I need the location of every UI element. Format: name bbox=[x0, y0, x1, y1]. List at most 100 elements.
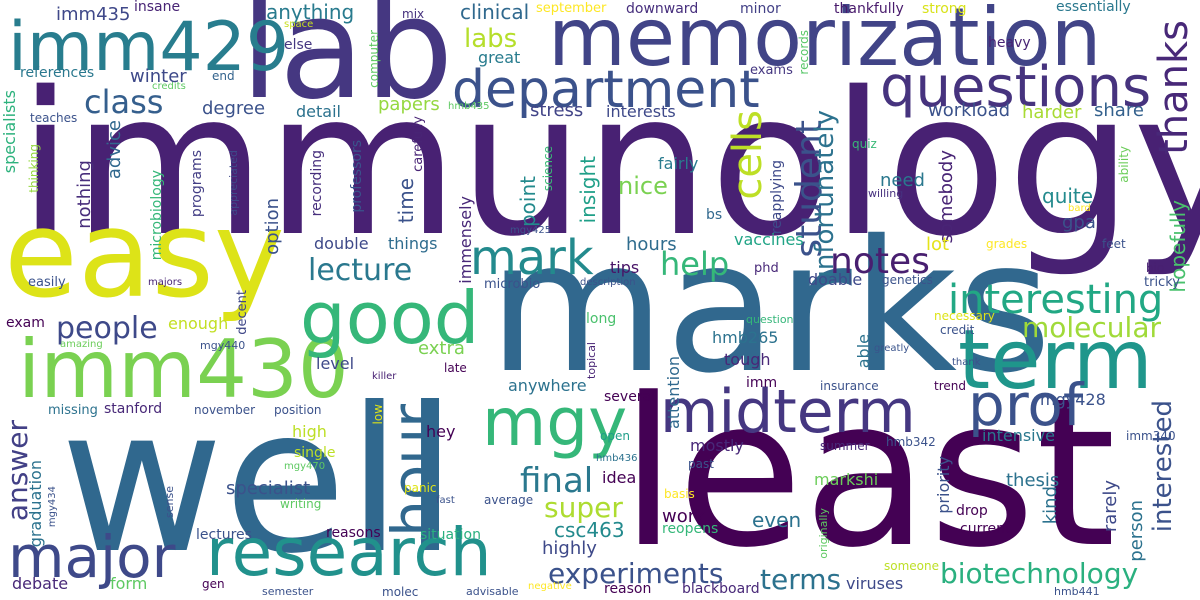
word-sense: sense bbox=[163, 486, 176, 518]
word-degree: degree bbox=[202, 98, 266, 119]
word-harder: harder bbox=[1022, 102, 1082, 123]
word-recording: recording bbox=[309, 150, 325, 217]
word-intensive: intensive bbox=[982, 426, 1055, 445]
word-tricky: tricky bbox=[1144, 275, 1180, 290]
word-blackboard: blackboard bbox=[682, 581, 760, 597]
word-help: help bbox=[660, 245, 730, 283]
word-tough: tough bbox=[724, 350, 771, 369]
word-bio: bio bbox=[1146, 261, 1165, 275]
word-reason: reason bbox=[604, 581, 652, 597]
word-lab: lab bbox=[240, 0, 454, 131]
word-graduation: graduation bbox=[26, 460, 45, 548]
word-nice: nice bbox=[618, 172, 668, 200]
word-gen: gen bbox=[202, 577, 225, 591]
word-share: share bbox=[1094, 100, 1144, 121]
word-writing: writing bbox=[280, 497, 322, 511]
word-able: able bbox=[854, 334, 873, 369]
word-mark: mark bbox=[470, 230, 594, 286]
word-midterm: midterm bbox=[660, 377, 916, 447]
word-credits: credits bbox=[152, 81, 186, 92]
word-feet: feet bbox=[1102, 237, 1126, 251]
word-appreciated: appreciated bbox=[227, 150, 240, 216]
word-experiments: experiments bbox=[548, 557, 724, 590]
word-level: level bbox=[316, 354, 355, 373]
word-space: space bbox=[284, 19, 314, 30]
word-highly: highly bbox=[542, 538, 597, 559]
word-double: double bbox=[314, 234, 369, 253]
word-open: open bbox=[600, 429, 630, 443]
word-cells: cells bbox=[725, 110, 771, 200]
word-average: average bbox=[484, 493, 534, 507]
word-mgy: mgy bbox=[482, 384, 628, 461]
word-option: option bbox=[262, 198, 283, 255]
word-easily: easily bbox=[28, 275, 66, 290]
word-molecular: molecular bbox=[1022, 311, 1162, 344]
word-kind: kind bbox=[1040, 486, 1061, 525]
word-hmb342: hmb342 bbox=[886, 435, 936, 449]
word-killer: killer bbox=[372, 371, 397, 382]
word-interesting: interesting bbox=[948, 277, 1164, 323]
word-mostly: mostly bbox=[690, 436, 744, 455]
word-anything: anything bbox=[266, 0, 355, 24]
word-people: people bbox=[56, 311, 158, 346]
word-records: records bbox=[797, 30, 811, 75]
word-bs: bs bbox=[706, 207, 723, 223]
word-decent: decent bbox=[235, 290, 250, 335]
word-mgy470: mgy470 bbox=[284, 461, 326, 472]
word-papers: papers bbox=[378, 94, 440, 115]
word-imm435: imm435 bbox=[56, 4, 131, 25]
word-class: class bbox=[84, 83, 164, 121]
word-enough: enough bbox=[168, 314, 229, 333]
word-great: great bbox=[478, 48, 521, 67]
word-biotechnology: biotechnology bbox=[940, 557, 1139, 590]
word-prof: prof bbox=[968, 371, 1084, 439]
word-research: research bbox=[206, 514, 492, 591]
word-microbiology: microbiology bbox=[149, 170, 165, 261]
word-well: well bbox=[60, 365, 458, 598]
word-imm430: imm430 bbox=[18, 323, 349, 416]
word-exams: exams bbox=[750, 63, 793, 78]
word-microbio: microbio bbox=[484, 277, 541, 292]
word-hmb436: hmb436 bbox=[596, 453, 638, 464]
word-amazing: amazing bbox=[60, 339, 103, 350]
word-mgy440: mgy440 bbox=[200, 339, 246, 352]
word-grades: grades bbox=[986, 237, 1028, 251]
word-question: question bbox=[746, 313, 794, 326]
word-stanford: stanford bbox=[104, 401, 163, 417]
word-mgy425: mgy425 bbox=[510, 225, 552, 236]
word-form: form bbox=[110, 574, 148, 593]
word-thankfully: thankfully bbox=[834, 1, 904, 17]
word-hey: hey bbox=[426, 422, 456, 441]
word-detail: detail bbox=[296, 102, 341, 121]
word-interests: interests bbox=[606, 102, 676, 121]
word-hmb435: hmb435 bbox=[448, 101, 490, 112]
word-majors: majors bbox=[148, 277, 183, 288]
word-teaches: teaches bbox=[30, 111, 78, 125]
word-lecture: lecture bbox=[308, 253, 413, 288]
word-heavy: heavy bbox=[988, 35, 1031, 51]
word-fast: fast bbox=[436, 495, 455, 506]
word-minor: minor bbox=[740, 1, 781, 17]
word-negative: negative bbox=[528, 581, 572, 592]
word-november: november bbox=[194, 403, 256, 417]
word-labs: labs bbox=[464, 24, 518, 54]
word-specialist: specialist bbox=[226, 478, 311, 499]
word-super: super bbox=[544, 491, 623, 524]
word-several: several bbox=[604, 389, 656, 405]
word-somebody: somebody bbox=[936, 150, 957, 244]
word-exam: exam bbox=[6, 315, 45, 331]
word-reapplying: reapplying bbox=[769, 160, 785, 235]
word-doable: doable bbox=[808, 270, 863, 289]
word-lot: lot bbox=[926, 234, 950, 255]
word-time: time bbox=[394, 178, 418, 224]
word-mgy434: mgy434 bbox=[47, 486, 58, 528]
word-single: single bbox=[294, 445, 336, 461]
word-marks: marks bbox=[488, 201, 1052, 413]
word-work: work bbox=[662, 506, 706, 527]
word-bard: bard bbox=[1068, 203, 1091, 214]
word-term: term bbox=[958, 313, 1153, 408]
word-hmb265: hmb265 bbox=[712, 328, 779, 347]
word-missing: missing bbox=[48, 403, 98, 418]
word-mix: mix bbox=[402, 7, 425, 21]
word-late: late bbox=[444, 361, 467, 375]
